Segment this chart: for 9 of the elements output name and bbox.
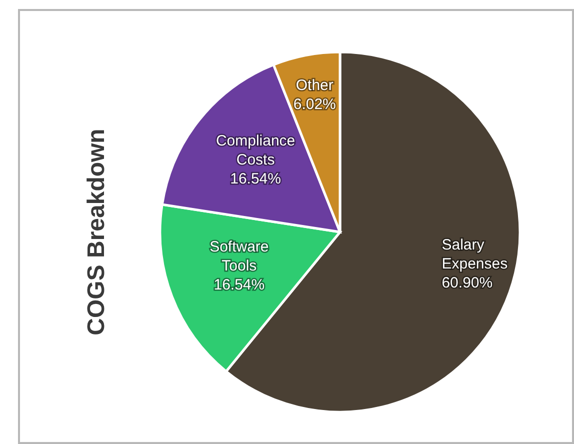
text: COGS Breakdown [83, 128, 110, 336]
data-label: 6.02% [293, 96, 336, 113]
data-label: 16.54% [230, 170, 281, 188]
slice-label: Other [296, 76, 334, 94]
slice-label: Compliance Costs [216, 132, 296, 169]
data-label: 60.90% [442, 274, 493, 292]
slice-label: Software Tools [210, 238, 269, 275]
data-label: 16.54% [214, 276, 265, 294]
slice-label: Salary Expenses [442, 236, 508, 272]
